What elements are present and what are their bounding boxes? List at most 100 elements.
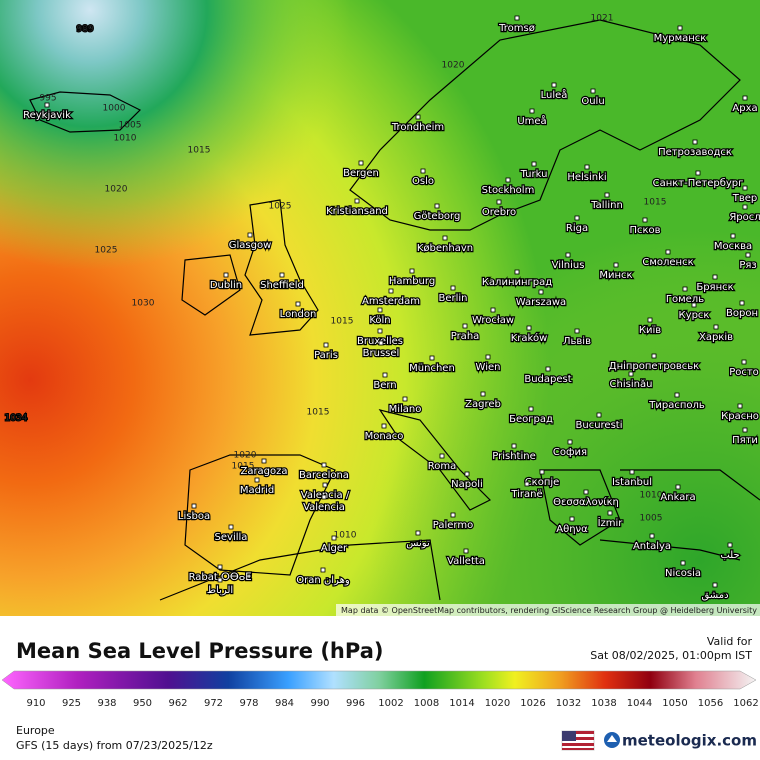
city-marker (485, 354, 491, 360)
city-marker (682, 286, 688, 292)
city-label: Roma (428, 461, 457, 472)
city-label: Курск (679, 310, 710, 321)
scale-tick-label: 938 (97, 698, 116, 709)
city-marker (741, 359, 747, 365)
brand[interactable]: meteologix.com (622, 732, 757, 750)
isobar-labels: 9899951000100510101015102010251030103410… (4, 14, 667, 541)
city-label: Ankara (660, 492, 695, 503)
city-labels: Reykjavik Tromsø Мурманск Luleå Oulu Арха Tron… (22, 15, 760, 602)
scale-tick-label: 1026 (520, 698, 545, 709)
city-marker (742, 427, 748, 433)
city-marker (462, 323, 468, 329)
city-label: Θεσσαλονίκη (553, 496, 619, 508)
city-label: Kraków (511, 332, 548, 344)
isobar-label: 1015 (232, 462, 255, 472)
legend: Mean Sea Level Pressure (hPa) Valid for … (1, 635, 759, 752)
city-label: Wien (476, 362, 501, 373)
logo[interactable]: meteologix.com (604, 732, 757, 750)
region: Europe (16, 724, 55, 737)
color-scale (1, 670, 757, 690)
isobar-label: 1015 (307, 408, 330, 418)
scale-tick-label: 1002 (378, 698, 403, 709)
city-marker (409, 268, 415, 274)
isobar-label: 1025 (269, 202, 292, 212)
city-label: Sevilla (215, 532, 248, 543)
city-marker (450, 285, 456, 291)
city-marker (651, 353, 657, 359)
city-label: İzmir (598, 516, 624, 529)
city-marker (44, 102, 50, 108)
city-marker (279, 272, 285, 278)
city-marker (402, 396, 408, 402)
isobar-label: 1010 (114, 134, 137, 144)
city-marker (323, 342, 329, 348)
scale-tick-label: 1038 (591, 698, 616, 709)
scale-tick-label: 1056 (698, 698, 723, 709)
city-label: Turku (520, 169, 548, 180)
city-marker (695, 170, 701, 176)
city-label: Росто (729, 367, 759, 378)
isobar-label: 1015 (188, 146, 211, 156)
city-label: Lisboa (178, 511, 210, 522)
isobar-label: 1010 (640, 491, 663, 501)
city-label: Tallinn (590, 200, 623, 211)
city-label: Kristiansand (326, 206, 388, 217)
city-marker (322, 482, 328, 488)
city-marker (739, 300, 745, 306)
city-marker (223, 272, 229, 278)
city-label: Berlin (438, 293, 467, 304)
city-marker (628, 371, 634, 377)
scale-tick-label: 910 (26, 698, 45, 709)
city-label: Калининград (482, 277, 552, 288)
city-label: Брянск (696, 282, 733, 293)
city-marker (217, 577, 223, 583)
city-marker (596, 412, 602, 418)
city-marker (538, 289, 544, 295)
city-label: Oulu (581, 96, 604, 107)
city-label: Твер (732, 193, 758, 204)
city-marker (247, 232, 253, 238)
city-label: Петрозаводск (658, 147, 732, 158)
city-label: Zaragoza (240, 466, 287, 477)
isobar-label: 1010 (334, 531, 357, 541)
city-marker (545, 366, 551, 372)
city-label: Oran وهران (296, 575, 350, 586)
city-label: Hamburg (389, 276, 435, 287)
city-marker (647, 317, 653, 323)
valid-time: Sat 08/02/2025, 01:00pm IST (590, 649, 752, 662)
scale-tick-label: 984 (275, 698, 294, 709)
city-label: København (417, 243, 473, 254)
city-label: Antalya (633, 541, 671, 552)
scale-tick-label: 1020 (485, 698, 510, 709)
isobar-label: 1005 (640, 514, 663, 524)
valid-label: Valid for (707, 635, 753, 648)
city-label: Bucuresti (576, 420, 623, 431)
city-label: London (280, 309, 317, 320)
city-marker (742, 185, 748, 191)
scale-tick-label: 996 (346, 698, 365, 709)
scale-tick-label: 950 (133, 698, 152, 709)
city-marker (574, 328, 580, 334)
city-marker (742, 95, 748, 101)
city-marker (514, 269, 520, 275)
city-marker (584, 164, 590, 170)
attribution: Map data © OpenStreetMap contributors, r… (341, 606, 757, 615)
city-marker (583, 489, 589, 495)
city-marker (528, 406, 534, 412)
city-marker (529, 108, 535, 114)
city-marker (674, 392, 680, 398)
attribution-bg (336, 604, 760, 616)
isobar-label: 1030 (132, 299, 155, 309)
city-marker (434, 203, 440, 209)
city-label: Barcelona (299, 470, 349, 481)
scale-ticks: 910 925 938 950 962 972 978 984 990 996 1002 1008 10… (26, 698, 758, 709)
city-label: حلب (720, 550, 739, 561)
city-label: Vilnius (552, 260, 585, 271)
city-label: Київ (639, 325, 661, 336)
city-marker (712, 274, 718, 280)
city-label: Гомель (666, 294, 704, 305)
isobar-label: 1020 (234, 451, 257, 461)
city-marker (727, 542, 733, 548)
